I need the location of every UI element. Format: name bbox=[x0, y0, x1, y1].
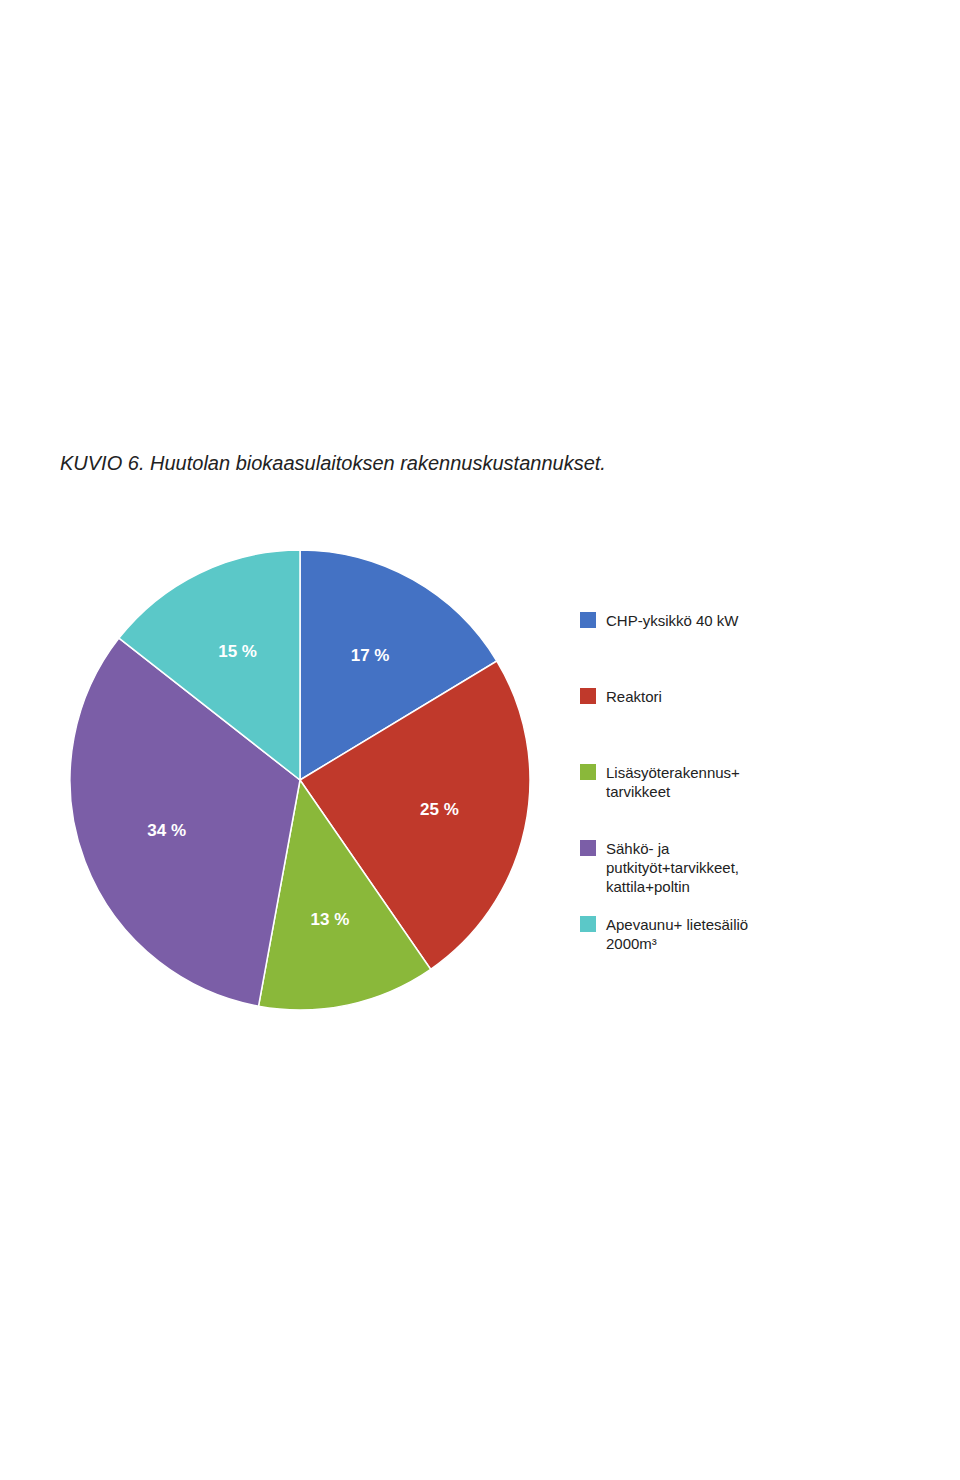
legend-label-line: kattila+poltin bbox=[606, 878, 690, 895]
legend-label-line: CHP-yksikkö 40 kW bbox=[606, 612, 739, 629]
legend-label-line: Lisäsyöterakennus+ bbox=[606, 764, 740, 781]
data-label: 34 % bbox=[147, 821, 186, 840]
legend-label-line: tarvikkeet bbox=[606, 783, 671, 800]
data-label: 17 % bbox=[351, 646, 390, 665]
legend-label: CHP-yksikkö 40 kW bbox=[606, 612, 739, 629]
pie-slice bbox=[300, 661, 530, 969]
legend-swatch bbox=[580, 688, 596, 704]
data-label: 13 % bbox=[311, 910, 350, 929]
legend-label: Reaktori bbox=[606, 688, 662, 705]
legend-label: Lisäsyöterakennus+ tarvikkeet bbox=[606, 764, 740, 800]
legend-label-line: Sähkö- ja bbox=[606, 840, 670, 857]
legend-label-line: 2000m³ bbox=[606, 935, 657, 952]
legend-label-line: putkityöt+tarvikkeet, bbox=[606, 859, 739, 876]
data-label: 15 % bbox=[218, 642, 257, 661]
legend-label-line: Reaktori bbox=[606, 688, 662, 705]
legend-swatch bbox=[580, 916, 596, 932]
legend-label: Sähkö- ja putkityöt+tarvikkeet, kattila+po… bbox=[606, 840, 739, 895]
title: KUVIO 6. Huutolan biokaasulaitoksen rake… bbox=[60, 452, 606, 474]
data-label: 25 % bbox=[420, 800, 459, 819]
legend-swatch bbox=[580, 764, 596, 780]
legend-swatch bbox=[580, 612, 596, 628]
pie-slice bbox=[119, 550, 300, 780]
legend-swatch bbox=[580, 840, 596, 856]
slices bbox=[70, 550, 530, 1010]
data-labels: 17 % 25 % 13 % 34 % 15 % bbox=[147, 642, 459, 929]
legend-label-line: Apevaunu+ lietesäiliö bbox=[606, 916, 748, 933]
chart: KUVIO 6. Huutolan biokaasulaitoksen rake… bbox=[0, 0, 960, 1480]
legend: CHP-yksikkö 40 kW Reaktori Lisäsyöterakenn… bbox=[580, 612, 748, 952]
legend-label: Apevaunu+ lietesäiliö 2000m³ bbox=[606, 916, 748, 952]
